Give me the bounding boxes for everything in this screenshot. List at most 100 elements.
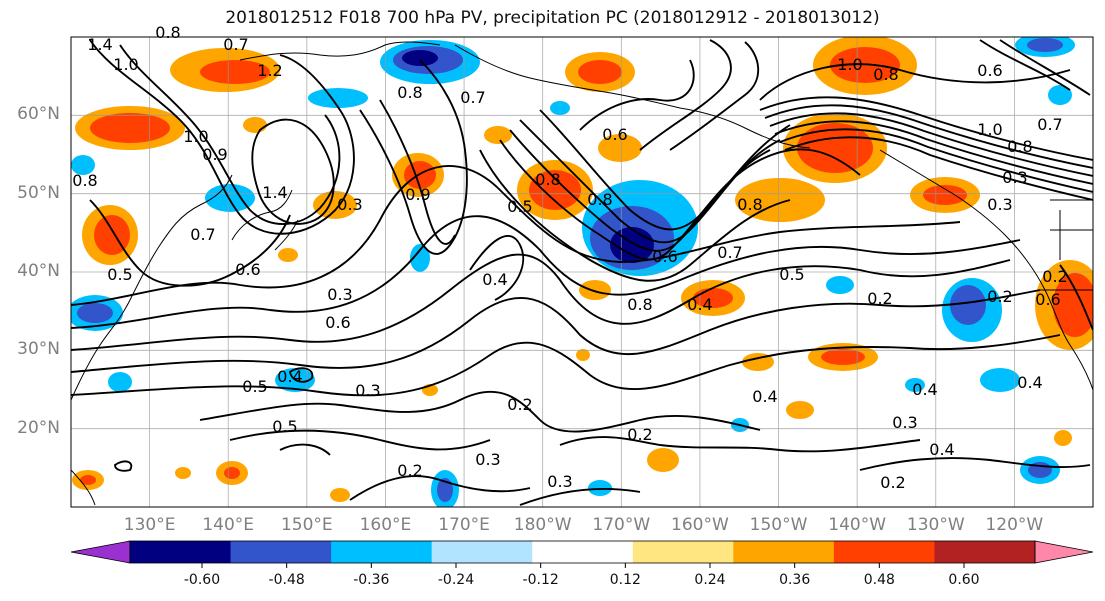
contour-label: 0.8 xyxy=(587,190,612,209)
colorbar-segment xyxy=(532,541,634,563)
contour-label: 1.4 xyxy=(262,183,287,202)
contour-label: 0.6 xyxy=(235,260,260,279)
colorbar-segment xyxy=(431,541,533,563)
contour-label: 0.5 xyxy=(242,377,267,396)
contour-label: 0.8 xyxy=(737,195,762,214)
colorbar-tick-label: 0.36 xyxy=(779,572,811,588)
map-frame xyxy=(70,36,1094,508)
contour-label: 0.8 xyxy=(72,171,97,190)
contour-label: 0.6 xyxy=(602,125,627,144)
contour-label: 0.2 xyxy=(1042,267,1067,286)
colorbar-segment xyxy=(331,541,433,563)
contour-label: 0.7 xyxy=(223,35,248,54)
contour-label: 0.7 xyxy=(190,225,215,244)
lon-label: 180°W xyxy=(513,515,572,535)
colorbar xyxy=(70,540,1094,568)
colorbar-segment xyxy=(733,541,835,563)
contour-label: 0.6 xyxy=(325,313,350,332)
contour-label: 0.7 xyxy=(717,243,742,262)
map-title: 2018012512 F018 700 hPa PV, precipitatio… xyxy=(225,8,880,28)
contour-label: 0.3 xyxy=(892,413,917,432)
contour-label: 1.4 xyxy=(87,35,112,54)
contour-label: 0.6 xyxy=(652,247,677,266)
colorbar-tick-label: 0.24 xyxy=(694,572,726,588)
contour-label: 0.4 xyxy=(929,440,954,459)
colorbar-tick-label: 0.60 xyxy=(948,572,980,588)
colorbar-tick-label: 0.12 xyxy=(609,572,641,588)
contour-label: 0.2 xyxy=(987,287,1012,306)
lon-label: 130°W xyxy=(906,515,965,535)
contour-label: 0.8 xyxy=(627,295,652,314)
contour-label: 0.4 xyxy=(1017,373,1042,392)
lon-label: 160°E xyxy=(359,515,412,535)
coastlines xyxy=(71,41,1093,506)
contour-label: 0.8 xyxy=(1007,137,1032,156)
lon-label: 120°W xyxy=(985,515,1044,535)
colorbar-tick-label: -0.12 xyxy=(522,572,559,588)
contour-label: 0.3 xyxy=(327,285,352,304)
contour-label: 0.3 xyxy=(355,381,380,400)
colorbar-extend-high xyxy=(1034,540,1094,564)
lon-label: 170°E xyxy=(438,515,490,535)
contour-label: 0.3 xyxy=(337,195,362,214)
colorbar-tick-label: 0.48 xyxy=(863,572,895,588)
contour-label: 0.8 xyxy=(535,170,560,189)
contour-label: 0.6 xyxy=(977,61,1002,80)
contour-label: 0.3 xyxy=(547,472,572,491)
contour-label: 0.3 xyxy=(987,195,1012,214)
map-plot-area xyxy=(71,37,1093,507)
contour-label: 1.0 xyxy=(977,120,1002,139)
contour-label: 0.3 xyxy=(1002,168,1027,187)
lat-label: 60°N xyxy=(17,104,60,125)
lon-label: 160°W xyxy=(671,515,729,535)
contour-label: 0.2 xyxy=(507,395,532,414)
pv-contours xyxy=(71,39,1093,506)
colorbar-segment xyxy=(130,541,232,563)
contour-label: 0.7 xyxy=(1037,115,1062,134)
contour-label: 0.4 xyxy=(482,270,507,289)
contour-label: 1.0 xyxy=(837,55,862,74)
contour-label: 0.4 xyxy=(752,387,777,406)
contour-label: 1.2 xyxy=(257,61,282,80)
contour-label: 0.8 xyxy=(873,65,898,84)
colorbar-segment xyxy=(934,541,1036,563)
colorbar-segment xyxy=(833,541,935,563)
lat-label: 30°N xyxy=(17,339,60,360)
contour-label: 0.2 xyxy=(880,473,905,492)
contour-label: 0.2 xyxy=(397,461,422,480)
contour-label: 1.0 xyxy=(113,55,138,74)
contour-label: 0.4 xyxy=(687,295,712,314)
colorbar-segment xyxy=(632,541,734,563)
contour-label: 0.2 xyxy=(627,425,652,444)
contour-label: 0.3 xyxy=(475,450,500,469)
contour-label: 0.2 xyxy=(867,289,892,308)
lon-label: 140°E xyxy=(202,515,255,535)
contour-label-group: 1.40.80.71.0 1.21.00.91.40.8 0.70.30.90.80… xyxy=(72,23,1067,492)
contour-label: 0.4 xyxy=(277,367,302,386)
contour-label: 0.8 xyxy=(397,83,422,102)
contour-label: 1.0 xyxy=(183,127,208,146)
colorbar-extend-low xyxy=(70,540,131,564)
lat-label: 20°N xyxy=(17,417,60,438)
contour-label: 0.5 xyxy=(507,197,532,216)
contour-label: 0.9 xyxy=(202,145,227,164)
colorbar-tick-label: -0.24 xyxy=(437,572,475,588)
colorbar-border xyxy=(129,540,1036,564)
contour-label: 0.5 xyxy=(107,265,132,284)
contour-label: 0.4 xyxy=(912,380,937,399)
colorbar-tick-label: -0.36 xyxy=(353,572,390,588)
colorbar-segment xyxy=(230,541,332,563)
lon-label: 140°W xyxy=(828,515,887,535)
contour-label: 0.6 xyxy=(1035,290,1060,309)
lon-label: 130°E xyxy=(123,515,176,535)
lon-label: 150°W xyxy=(749,515,808,535)
contour-label: 0.8 xyxy=(155,23,180,42)
colorbar-tick-label: -0.48 xyxy=(268,572,305,588)
colorbar-tick-label: -0.60 xyxy=(183,572,221,588)
lon-label: 150°E xyxy=(280,515,333,535)
contour-label: 0.5 xyxy=(779,265,804,284)
contour-label: 0.5 xyxy=(272,417,297,436)
lon-label: 170°W xyxy=(592,515,651,535)
lat-label: 50°N xyxy=(17,182,60,203)
